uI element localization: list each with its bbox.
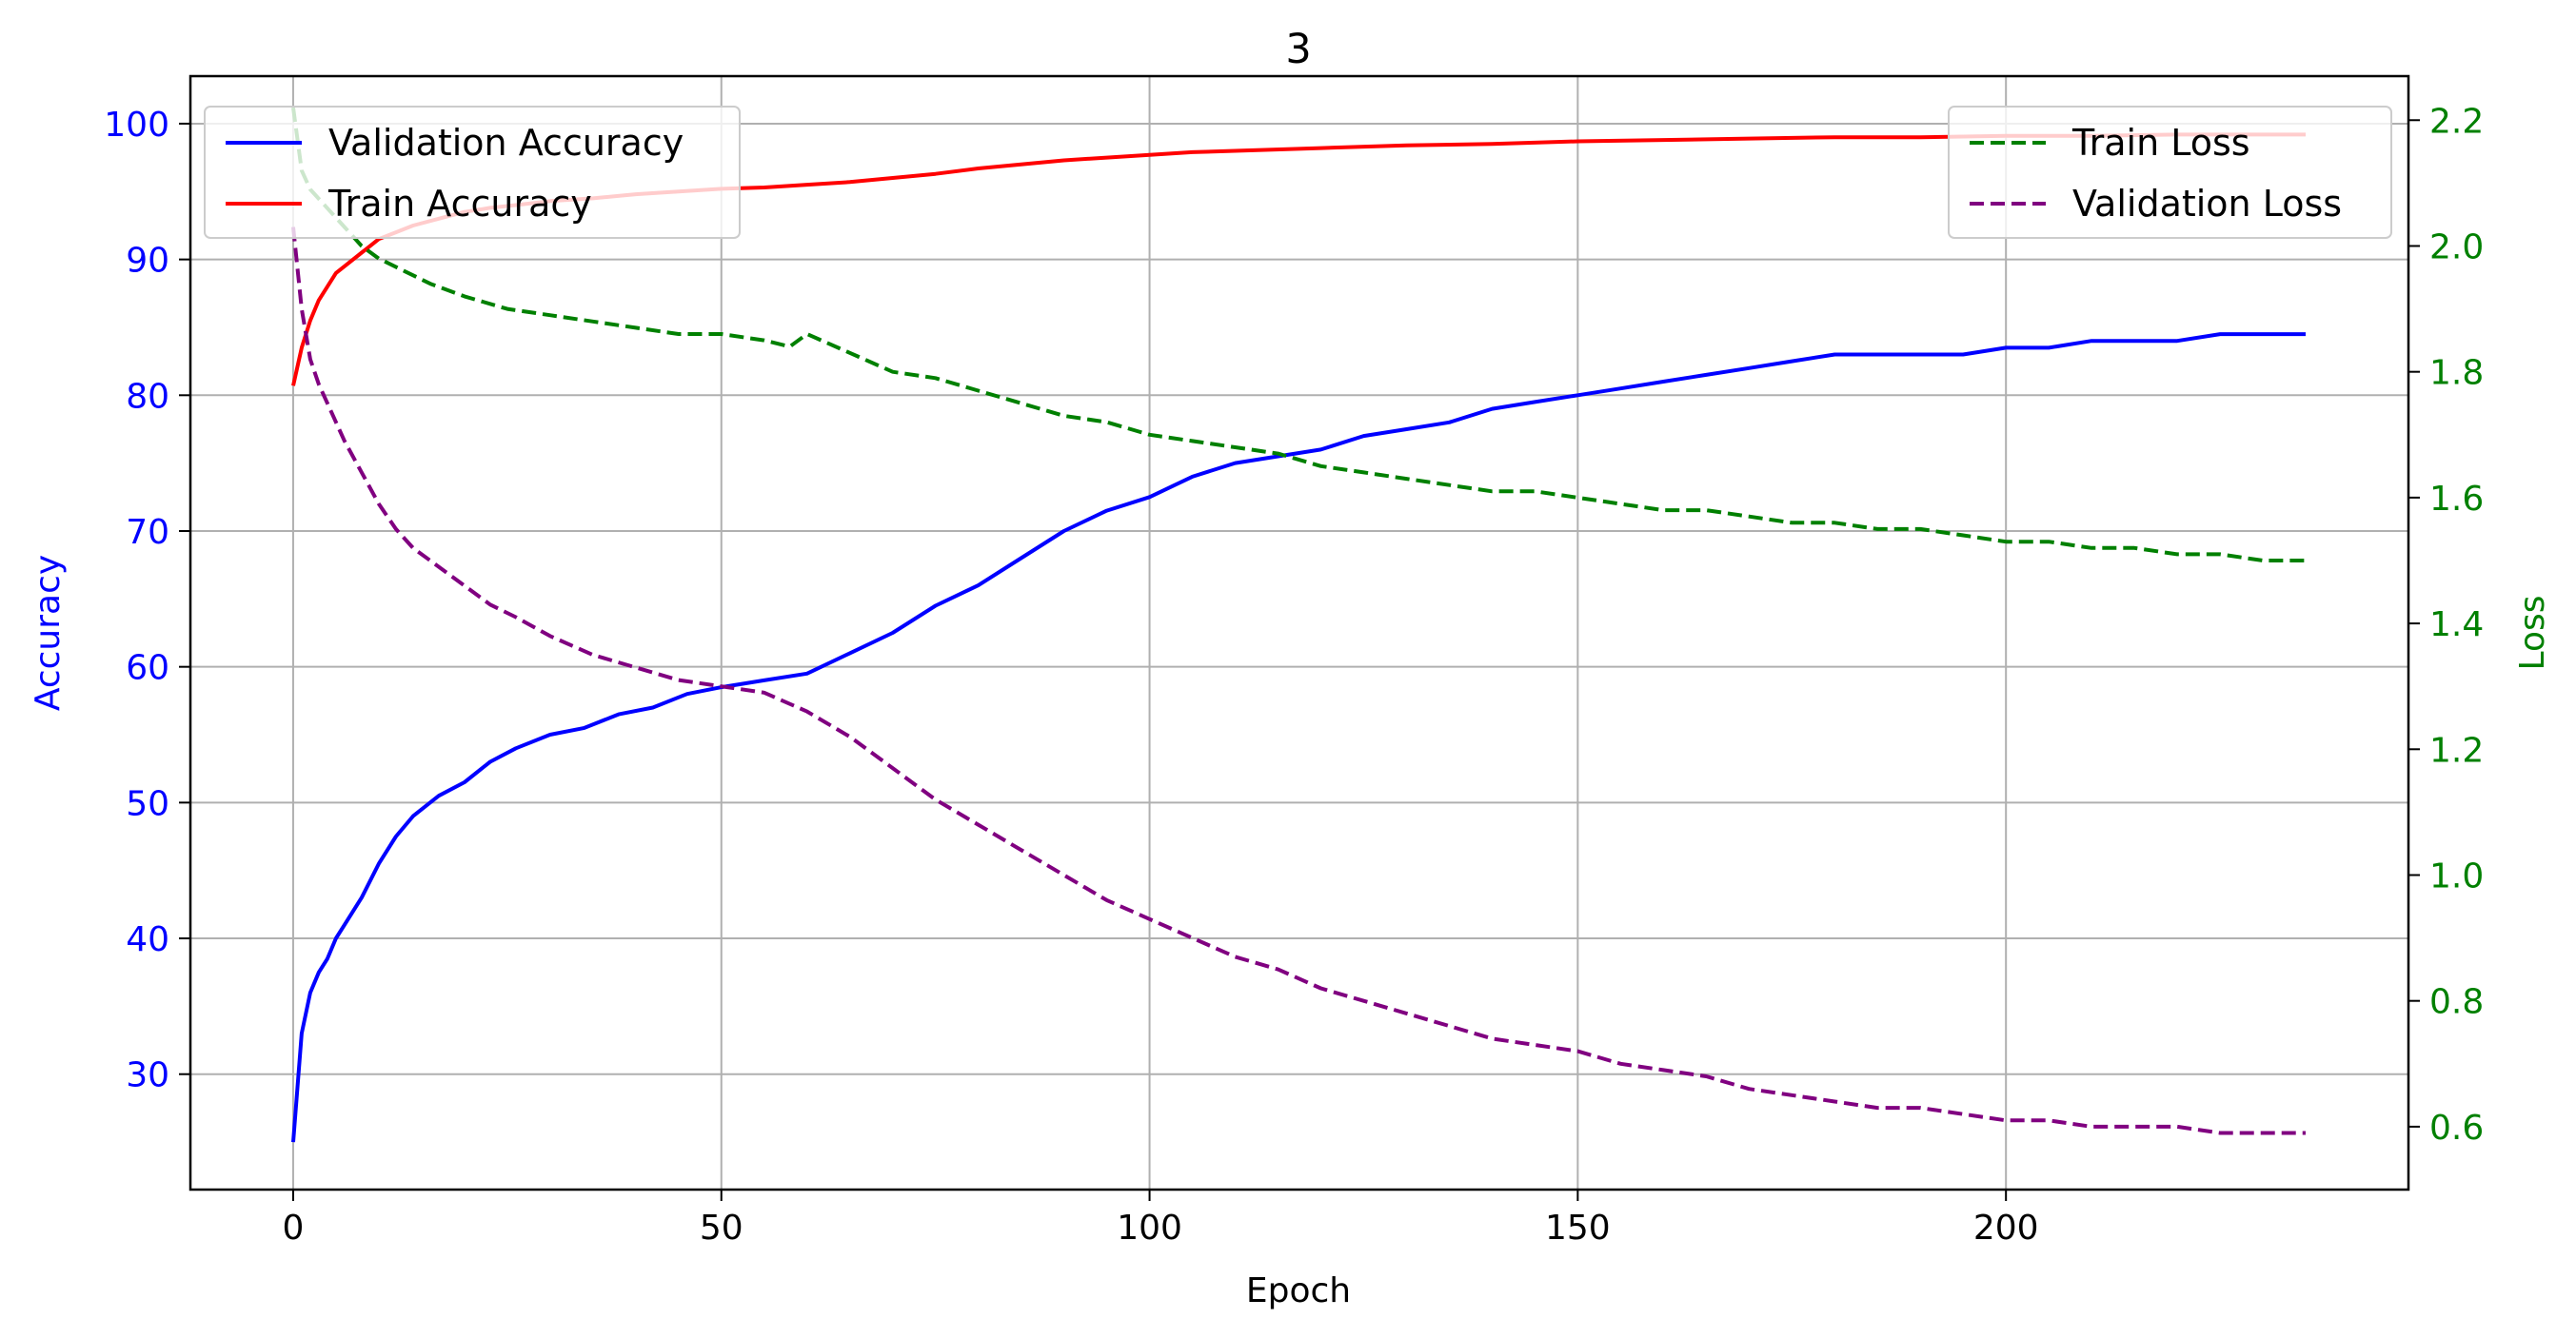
legend-entry-label: Train Accuracy [327,183,592,225]
series-line-3 [291,226,2306,1135]
x-tick-label: 100 [1117,1209,1182,1248]
y-axis-right-label: Loss [2513,596,2552,671]
y-right-tick-label: 1.4 [2429,605,2484,644]
series-layer [291,107,2306,1143]
legend-box [1948,106,2392,239]
y-right-tick-label: 1.0 [2429,857,2484,896]
y-left-tick-label: 40 [126,920,169,959]
x-tick-label: 200 [1973,1209,2039,1248]
y-axis-left-label: Accuracy [29,555,68,711]
y-left-tick-label: 100 [104,106,169,145]
legend-box [204,106,741,239]
y-right-tick-label: 0.6 [2429,1109,2484,1148]
series-line-2 [291,107,2306,562]
series-line-0 [291,332,2306,1143]
y-right-tick-label: 0.8 [2429,983,2484,1022]
x-tick-label: 150 [1545,1209,1611,1248]
legend-entry-label: Validation Accuracy [328,122,684,164]
chart-title: 3 [1285,26,1311,73]
y-right-tick-label: 2.2 [2429,102,2484,141]
y-right-tick-label: 1.8 [2429,354,2484,393]
legend-entry-label: Validation Loss [2072,183,2342,225]
y-left-tick-label: 70 [126,513,169,552]
plot-frame [188,74,2410,1191]
y-left-tick-label: 50 [126,784,169,823]
y-right-tick-label: 1.2 [2429,731,2484,770]
y-left-tick-label: 30 [126,1056,169,1095]
series-line-1 [291,132,2306,386]
axes: 0 50 100 150 200 30 40 50 60 70 80 90 100 0.6 0.8 1.0 1.… [104,102,2484,1248]
legend-entry-label: Train Loss [2071,122,2250,164]
x-tick-label: 0 [283,1209,305,1248]
y-left-tick-label: 60 [126,649,169,688]
legends: Validation Accuracy Train Accuracy Train L… [204,106,2392,239]
y-left-tick-label: 80 [126,377,169,416]
x-axis-label: Epoch [1246,1271,1351,1310]
y-right-tick-label: 2.0 [2429,227,2484,266]
grid-lines [190,76,2408,1190]
x-tick-label: 50 [700,1209,743,1248]
y-left-tick-label: 90 [126,242,169,281]
y-right-tick-label: 1.6 [2429,480,2484,519]
